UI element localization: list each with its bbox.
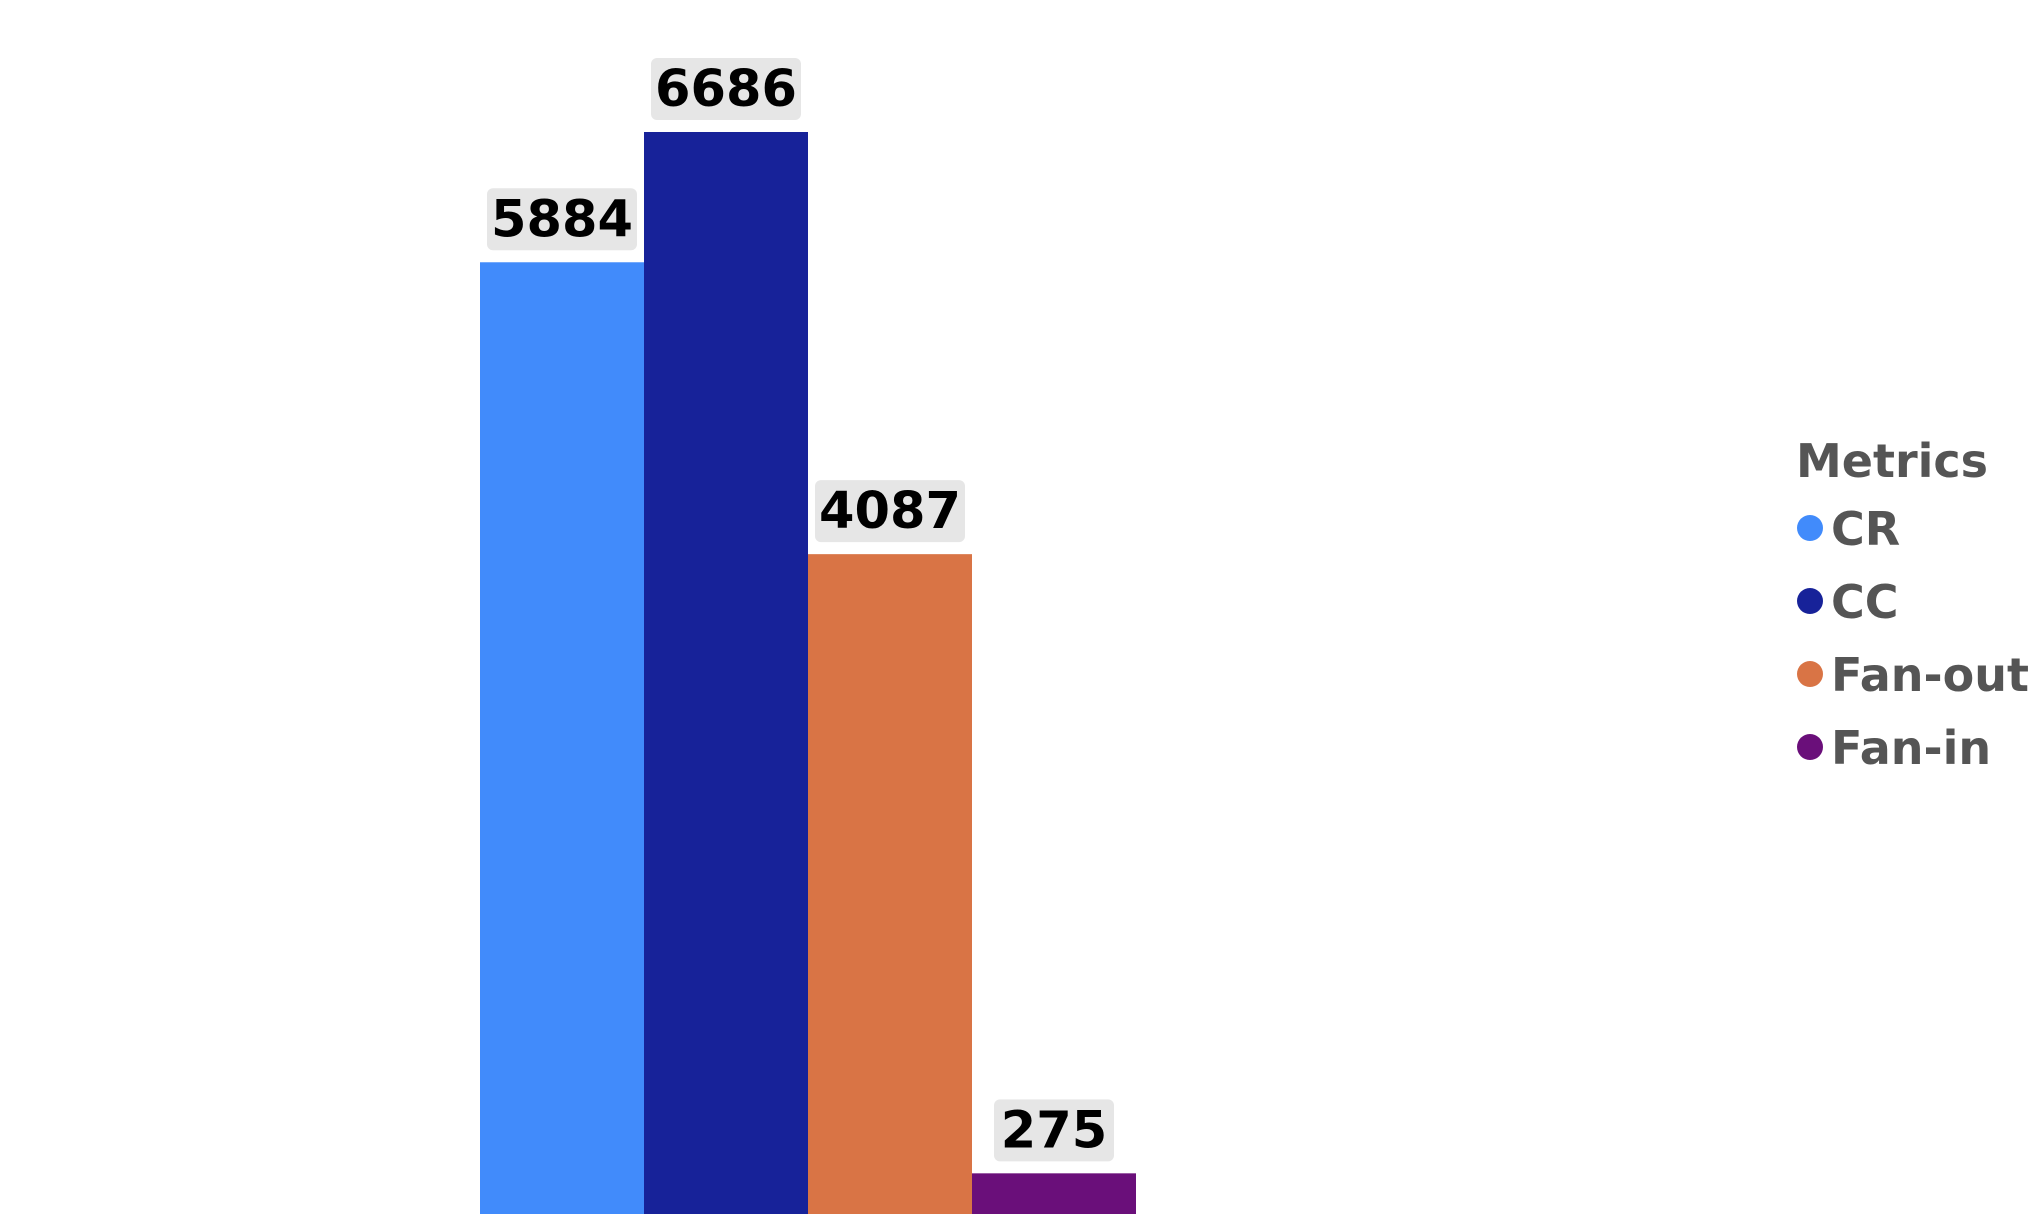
data-label-fan-out: 4087	[819, 482, 961, 541]
legend-label-cc: CC	[1831, 575, 1899, 629]
data-label-cc: 6686	[655, 60, 797, 119]
data-label-box-fan-in	[994, 1099, 1114, 1162]
legend-marker-fan-out	[1797, 661, 1823, 687]
legend-label-fan-in: Fan-in	[1831, 721, 1991, 775]
data-label-box-cr	[487, 188, 637, 251]
bar-fan-in	[972, 1173, 1136, 1214]
legend-marker-fan-in	[1797, 734, 1823, 760]
legend-marker-cc	[1797, 588, 1823, 614]
legend-marker-cr	[1797, 515, 1823, 541]
legend-label-fan-out: Fan-out	[1831, 648, 2029, 702]
data-label-box-fan-out	[815, 480, 965, 543]
legend-title: Metrics	[1796, 434, 1988, 488]
bar-cr	[480, 262, 644, 1214]
bar-fan-out	[808, 554, 972, 1214]
legend-label-cr: CR	[1831, 502, 1900, 556]
plot-area: 5884 6686 4087 275	[480, 58, 1136, 1214]
data-label-box-cc	[651, 58, 801, 120]
data-label-cr: 5884	[491, 190, 633, 249]
data-label-fan-in: 275	[1001, 1101, 1107, 1160]
bar-cc	[644, 132, 808, 1214]
legend: Metrics CR CC Fan-out Fan-in	[1796, 434, 2029, 775]
legend-entries: CR CC Fan-out Fan-in	[1797, 502, 2029, 775]
